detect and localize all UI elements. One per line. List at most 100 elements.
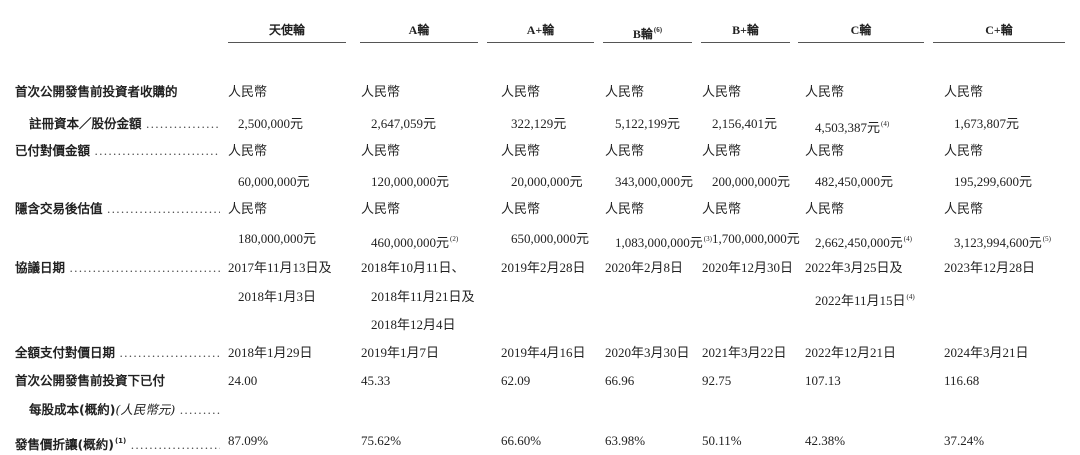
table-cell: 2017年11月13日及 (228, 258, 332, 278)
unit-label: (人民幣元) (115, 402, 176, 417)
table-row: 60,000,000元 120,000,000元 20,000,000元 343,00… (0, 172, 1080, 192)
leader-dots: .................................. (94, 144, 220, 158)
cell-value: 2022年11月15日 (815, 293, 906, 308)
cell-value: 4,503,387元 (815, 120, 881, 135)
table-cell: 2,500,000元 (238, 114, 303, 134)
row-label-text: 隱含交易後估值 (15, 201, 103, 216)
table-row: 協議日期 .................................. 2… (0, 258, 1080, 278)
column-header: B輪(6) (603, 22, 692, 43)
table-cell: 2020年12月30日 (702, 258, 793, 278)
row-label: 協議日期 .................................. (15, 258, 220, 278)
table-cell: 2024年3月21日 (944, 343, 1029, 363)
table-row: 2018年1月3日 2018年11月21日及 2022年11月15日(4) (0, 287, 1080, 308)
table-cell: 人民幣 (501, 141, 540, 161)
table-cell: 87.09% (228, 431, 268, 451)
table-cell: 2022年11月15日(4) (815, 287, 915, 311)
row-label: 註冊資本／股份金額 ..............................… (15, 114, 220, 134)
cell-value: 2021年3月22日 (702, 345, 787, 360)
cell-value: 2018年1月29日 (228, 345, 313, 360)
cell-value: 87.09% (228, 433, 269, 448)
cell-value: 人民幣 (605, 143, 645, 158)
cell-value: 人民幣 (361, 84, 401, 99)
footnote-ref: (3) (703, 235, 712, 243)
column-header: A+輪 (487, 22, 594, 43)
cell-value: 2,662,450,000元 (815, 235, 903, 250)
table-cell: 人民幣 (944, 199, 983, 219)
footnote-ref: (4) (906, 293, 915, 301)
table-row: 首次公開發售前投資者收購的 人民幣 人民幣 人民幣 人民幣 人民幣 人民幣 人民幣 (0, 82, 1080, 102)
table-cell: 2022年12月21日 (805, 343, 896, 363)
cell-value: 人民幣 (702, 143, 742, 158)
cell-value: 2,500,000元 (238, 116, 304, 131)
table-cell: 2019年4月16日 (501, 343, 586, 363)
footnote-ref: (4) (881, 120, 890, 128)
table-row: 每股成本(概約)(人民幣元) .........................… (0, 400, 1080, 420)
row-label: 隱含交易後估值 ................................… (15, 199, 220, 219)
table-cell: 37.24% (944, 431, 984, 451)
cell-value: 650,000,000元 (511, 231, 590, 246)
cell-value: 66.60% (501, 433, 542, 448)
cell-value: 人民幣 (702, 201, 742, 216)
cell-value: 1,083,000,000元 (615, 235, 703, 250)
cell-value: 2024年3月21日 (944, 345, 1029, 360)
cell-value: 2019年4月16日 (501, 345, 586, 360)
cell-value: 人民幣 (501, 84, 541, 99)
cell-value: 5,122,199元 (615, 116, 681, 131)
table-cell: 2018年10月11日、 (361, 258, 465, 278)
table-cell: 460,000,000元(2) (371, 229, 458, 253)
table-cell: 3,123,994,600元(5) (954, 229, 1051, 253)
cell-value: 20,000,000元 (511, 174, 583, 189)
table-row: 2018年12月4日 (0, 315, 1080, 335)
cell-value: 2019年2月28日 (501, 260, 586, 275)
table-cell: 人民幣 (805, 141, 844, 161)
row-label: 首次公開發售前投資者收購的 (15, 82, 220, 102)
table-cell: 人民幣 (944, 141, 983, 161)
cell-value: 60,000,000元 (238, 174, 310, 189)
table-cell: 2021年3月22日 (702, 343, 787, 363)
table-cell: 60,000,000元 (238, 172, 310, 192)
cell-value: 1,673,807元 (954, 116, 1020, 131)
cell-value: 人民幣 (228, 143, 268, 158)
row-label: 首次公開發售前投資下已付 (15, 371, 220, 391)
cell-value: 2,156,401元 (712, 116, 778, 131)
footnote-ref: (1) (114, 437, 127, 445)
cell-value: 37.24% (944, 433, 985, 448)
cell-value: 2019年1月7日 (361, 345, 440, 360)
cell-value: 人民幣 (805, 201, 845, 216)
row-label: 每股成本(概約)(人民幣元) .........................… (15, 400, 220, 420)
column-header-label: B+輪 (732, 23, 759, 37)
cell-value: 75.62% (361, 433, 402, 448)
column-header: C+輪 (933, 22, 1065, 43)
table-cell: 2018年1月29日 (228, 343, 313, 363)
cell-value: 人民幣 (944, 84, 984, 99)
cell-value: 人民幣 (361, 143, 401, 158)
table-cell: 人民幣 (228, 141, 267, 161)
table-cell: 42.38% (805, 431, 845, 451)
cell-value: 63.98% (605, 433, 646, 448)
table-cell: 1,673,807元 (954, 114, 1019, 134)
table-cell: 20,000,000元 (511, 172, 583, 192)
cell-value: 2017年11月13日及 (228, 260, 332, 275)
table-cell: 66.60% (501, 431, 541, 451)
table-cell: 人民幣 (702, 199, 741, 219)
table-cell: 120,000,000元 (371, 172, 449, 192)
table-cell: 人民幣 (805, 199, 844, 219)
table-cell: 322,129元 (511, 114, 566, 134)
footnote-ref: (6) (653, 26, 663, 34)
cell-value: 120,000,000元 (371, 174, 450, 189)
cell-value: 人民幣 (944, 143, 984, 158)
table-cell: 人民幣 (605, 82, 644, 102)
column-header: B+輪 (701, 22, 790, 43)
table-cell: 2020年3月30日 (605, 343, 690, 363)
cell-value: 200,000,000元 (712, 174, 791, 189)
table-cell: 92.75 (702, 371, 731, 391)
table-cell: 116.68 (944, 371, 979, 391)
cell-value: 人民幣 (605, 201, 645, 216)
cell-value: 1,700,000,000元 (712, 231, 800, 246)
table-row: 發售價折讓(概約)(1) ...........................… (0, 431, 1080, 452)
table-cell: 人民幣 (228, 199, 267, 219)
cell-value: 116.68 (944, 373, 980, 388)
cell-value: 180,000,000元 (238, 231, 317, 246)
leader-dots: .................................. (65, 261, 220, 275)
table-row: 180,000,000元 460,000,000元(2) 650,000,000元 1… (0, 229, 1080, 250)
